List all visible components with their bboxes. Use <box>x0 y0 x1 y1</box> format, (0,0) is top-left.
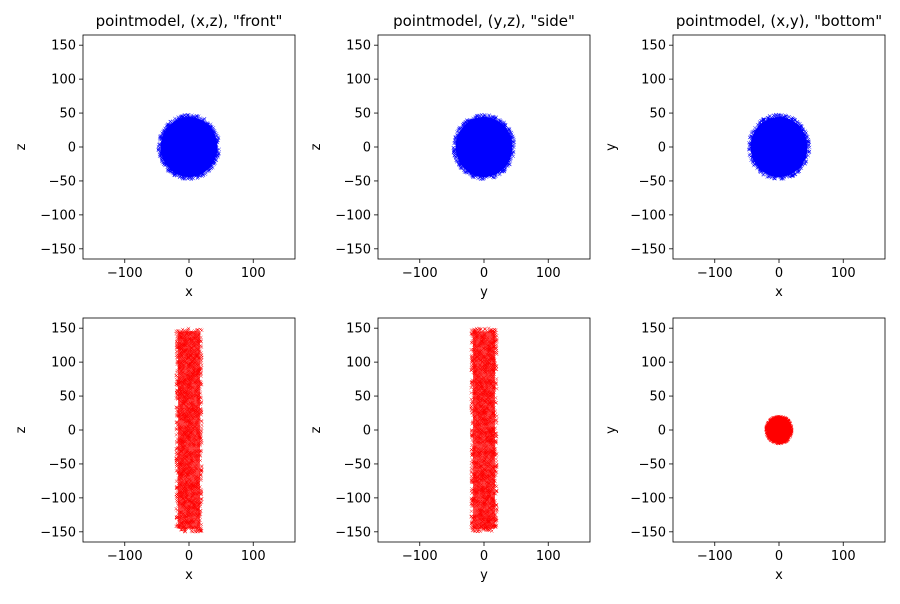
y-tick-label: 0 <box>68 141 76 156</box>
scatter-point <box>175 433 178 436</box>
y-tick-label: 150 <box>641 39 666 54</box>
y-tick-label: −150 <box>40 242 76 257</box>
scatter-points <box>452 113 516 181</box>
subplot-2: −100 0 100 −150 −100 −50 0 50 100 150 y z pointmodel… <box>309 12 590 300</box>
y-tick-label: −100 <box>40 208 76 223</box>
scatter-point <box>748 153 751 156</box>
y-tick-label: 0 <box>363 141 371 156</box>
x-axis-label: y <box>480 285 488 300</box>
y-tick-label: −150 <box>630 242 666 257</box>
y-axis-label: z <box>309 143 324 150</box>
scatter-point <box>175 507 178 510</box>
scatter-point <box>175 480 178 483</box>
y-tick-label: 50 <box>354 107 371 122</box>
scatter-point <box>512 155 515 158</box>
x-tick-label: 0 <box>480 266 488 281</box>
scatter-points <box>175 327 204 533</box>
scatter-point <box>774 113 777 116</box>
x-tick-label: −100 <box>107 266 143 281</box>
scatter-points <box>747 113 811 181</box>
x-tick-label: 0 <box>185 266 193 281</box>
y-tick-label: −100 <box>630 208 666 223</box>
y-tick-label: −150 <box>335 242 371 257</box>
y-tick-label: 0 <box>658 141 666 156</box>
y-tick-label: 150 <box>51 39 76 54</box>
scatter-points <box>157 113 221 181</box>
point-density <box>456 117 513 177</box>
scatter-point <box>752 164 755 167</box>
y-tick-label: −50 <box>639 174 666 189</box>
x-tick-label: 0 <box>775 266 783 281</box>
x-tick-label: 100 <box>831 266 856 281</box>
subplot-title: pointmodel, (x,y), "bottom" <box>676 12 882 30</box>
x-axis-label: x <box>185 285 193 300</box>
y-tick-label: 100 <box>51 73 76 88</box>
y-tick-label: 100 <box>641 73 666 88</box>
subplot-1: −100 0 100 −150 −100 −50 0 50 100 150 x z pointmodel… <box>14 12 295 300</box>
x-tick-label: 100 <box>241 266 266 281</box>
scatter-point <box>748 154 751 157</box>
y-tick-label: 150 <box>346 39 371 54</box>
y-tick-label: −50 <box>49 174 76 189</box>
point-density <box>161 117 218 177</box>
y-axis-label: y <box>604 143 619 151</box>
y-tick-label: 100 <box>346 73 371 88</box>
x-tick-label: 100 <box>536 266 561 281</box>
y-axis-label: z <box>14 143 29 150</box>
x-tick-label: −100 <box>697 266 733 281</box>
x-tick-label: −100 <box>402 266 438 281</box>
y-tick-label: −100 <box>335 208 371 223</box>
x-axis-label: x <box>775 285 783 300</box>
y-tick-label: 50 <box>59 107 76 122</box>
y-tick-label: 50 <box>649 107 666 122</box>
subplot-title: pointmodel, (x,z), "front" <box>96 12 283 30</box>
y-tick-label: −50 <box>344 174 371 189</box>
subplot-title: pointmodel, (y,z), "side" <box>393 12 575 30</box>
point-density <box>751 117 808 177</box>
subplot-3: −100 0 100 −150 −100 −50 0 50 100 150 x y pointmodel… <box>604 12 885 300</box>
